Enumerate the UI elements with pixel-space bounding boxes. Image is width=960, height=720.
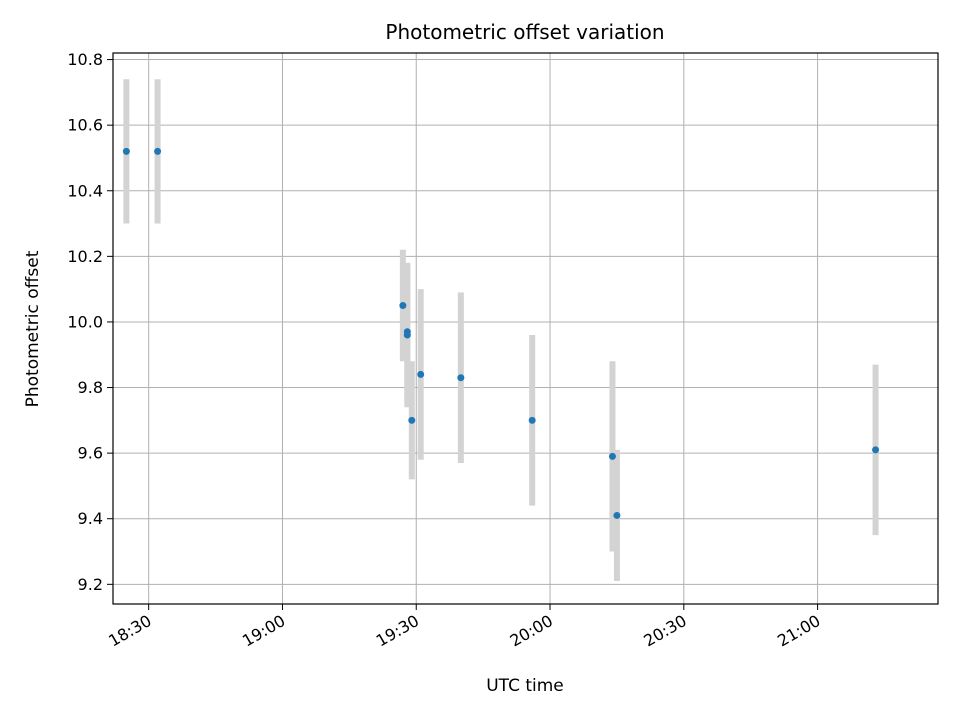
data-point (417, 370, 425, 378)
x-axis-ticks: 18:30 19:00 19:30 20:00 20:30 21:00 (105, 604, 824, 651)
plot-frame (112, 52, 939, 605)
data-point (408, 416, 416, 424)
x-tick-label: 19:00 (239, 611, 288, 651)
data-point (399, 302, 407, 310)
y-axis-title: Photometric offset (23, 250, 43, 407)
y-tick-label: 9.6 (78, 444, 103, 463)
data-point (613, 511, 621, 519)
y-tick-label: 9.4 (78, 509, 103, 528)
x-tick-label: 20:00 (507, 611, 556, 651)
data-point (872, 446, 880, 454)
error-bars (123, 79, 879, 582)
y-tick-label: 9.8 (78, 378, 103, 397)
y-tick-label: 10.2 (67, 247, 103, 266)
y-tick-label: 10.0 (67, 312, 103, 331)
data-point (457, 374, 465, 382)
data-points (122, 147, 880, 519)
y-tick-label: 10.4 (67, 181, 103, 200)
x-tick-label: 21:00 (774, 611, 823, 651)
chart-title: Photometric offset variation (385, 20, 664, 44)
data-point (528, 416, 536, 424)
data-point (608, 452, 616, 460)
data-point (403, 331, 411, 339)
data-point (122, 147, 130, 155)
x-tick-label: 20:30 (640, 611, 689, 651)
y-axis-ticks: 9.2 9.4 9.6 9.8 10.0 10.2 10.4 10.6 10.8 (67, 50, 113, 594)
y-tick-label: 10.8 (67, 50, 103, 69)
y-tick-label: 9.2 (78, 575, 103, 594)
y-tick-label: 10.6 (67, 116, 103, 135)
x-axis-title: UTC time (486, 676, 564, 696)
grid (113, 53, 938, 604)
data-point (154, 147, 162, 155)
x-tick-label: 19:30 (373, 611, 422, 651)
x-tick-label: 18:30 (105, 611, 154, 651)
